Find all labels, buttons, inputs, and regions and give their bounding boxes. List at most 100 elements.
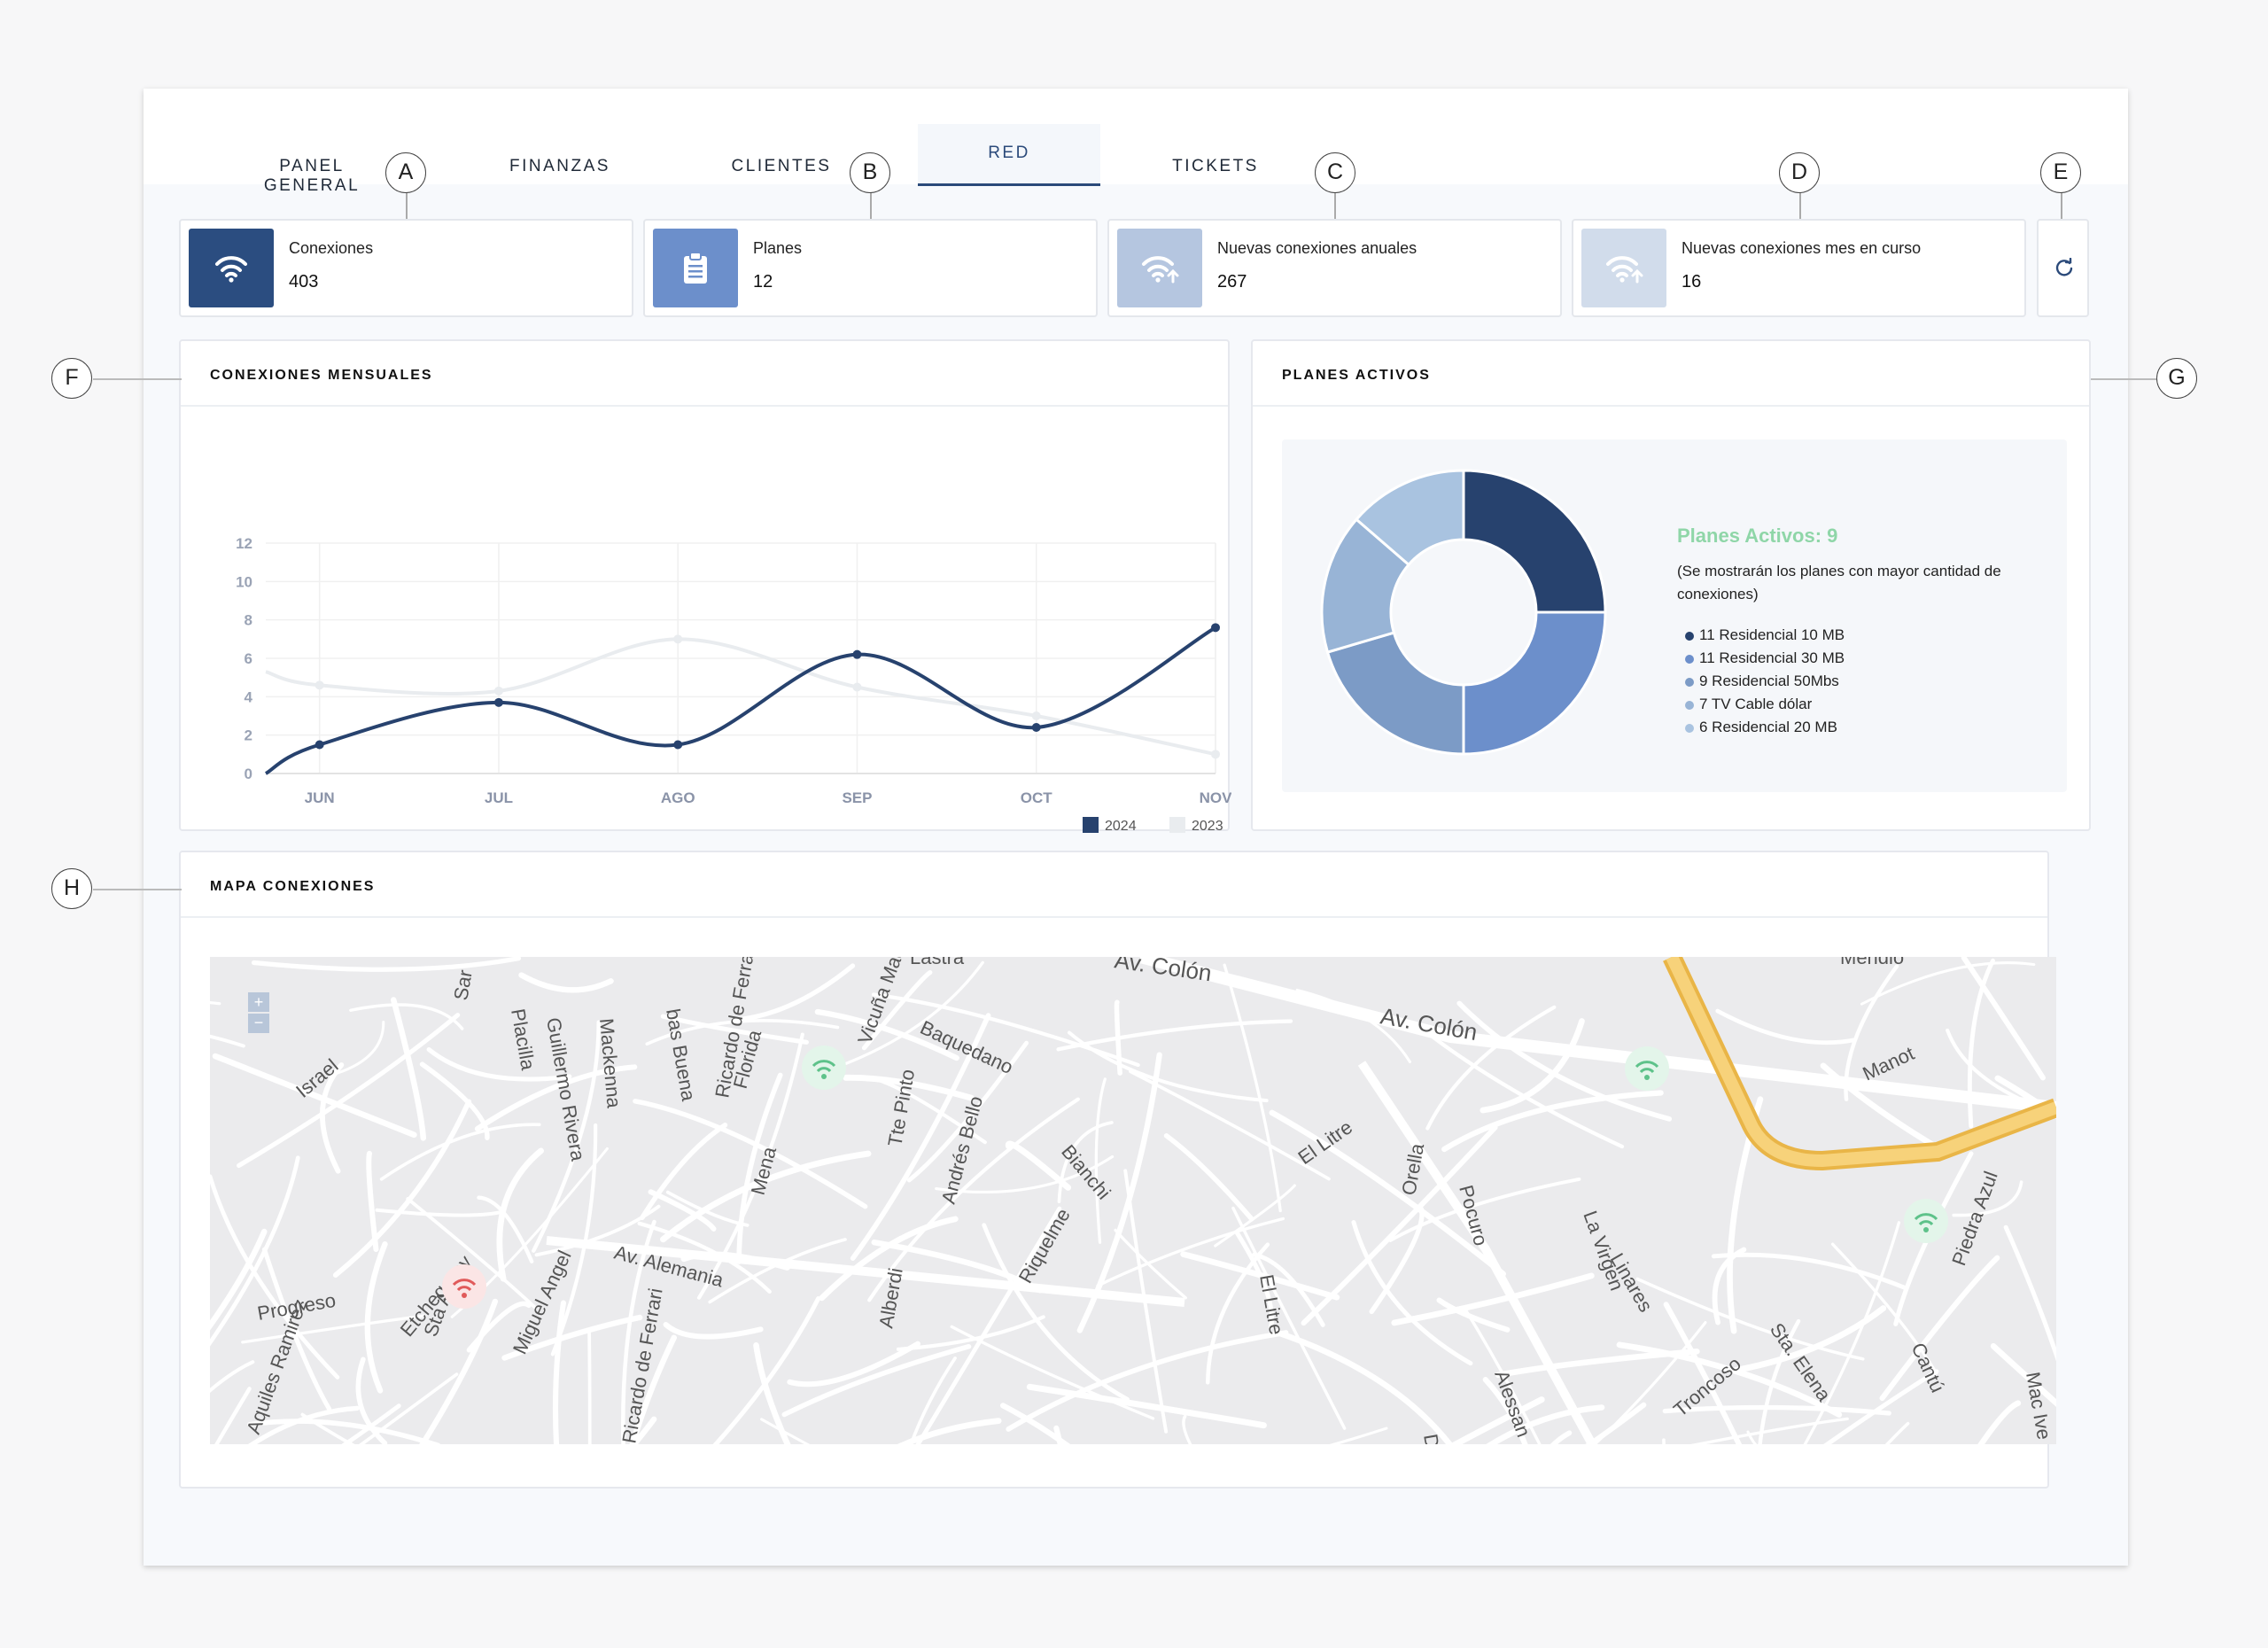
wifi-icon bbox=[452, 1279, 477, 1287]
panel-title: MAPA CONEXIONES bbox=[210, 879, 376, 894]
street bbox=[1114, 999, 1122, 1076]
stat-value: 16 bbox=[1682, 272, 1702, 292]
callout-e: E bbox=[2040, 152, 2081, 193]
x-tick-label: AGO bbox=[661, 789, 695, 806]
tab-panel-general[interactable]: PANEL GENERAL bbox=[241, 137, 383, 195]
wifi-dot bbox=[821, 1074, 827, 1079]
y-tick-label: 6 bbox=[245, 650, 252, 667]
street bbox=[1231, 1206, 1347, 1430]
tab-clientes[interactable]: CLIENTES bbox=[719, 137, 843, 187]
connection-marker-icon bbox=[442, 1264, 486, 1309]
street bbox=[630, 1416, 657, 1444]
street bbox=[1391, 1272, 1595, 1326]
street bbox=[379, 1123, 541, 1181]
street bbox=[645, 1019, 840, 1046]
street bbox=[1056, 1019, 1293, 1052]
tab-tickets[interactable]: TICKETS bbox=[1153, 137, 1278, 187]
divider bbox=[181, 916, 2047, 918]
tab-finanzas[interactable]: FINANZAS bbox=[498, 137, 622, 187]
legend-label: 6 Residencial 20 MB bbox=[1699, 719, 1837, 735]
avenue bbox=[546, 1236, 1185, 1307]
street bbox=[237, 1013, 461, 1169]
street bbox=[1094, 1077, 1107, 1244]
zoom-out-button[interactable]: − bbox=[248, 1014, 269, 1033]
data-point bbox=[1211, 750, 1220, 759]
callout-line bbox=[406, 190, 408, 219]
stat-label: Nuevas conexiones anuales bbox=[1217, 239, 1418, 257]
y-tick-label: 12 bbox=[236, 535, 252, 552]
callout-line bbox=[2061, 190, 2062, 219]
street bbox=[1388, 1177, 1581, 1242]
street bbox=[633, 1099, 868, 1209]
street bbox=[1690, 1417, 1849, 1444]
street bbox=[696, 1032, 804, 1300]
street bbox=[1823, 1369, 1939, 1444]
street bbox=[419, 1298, 499, 1444]
wifi-dot bbox=[462, 1293, 467, 1298]
y-tick-label: 2 bbox=[245, 727, 252, 744]
wifi-icon bbox=[215, 255, 247, 283]
zoom-in-button[interactable]: + bbox=[248, 992, 269, 1012]
street-label: Mendio bbox=[1840, 957, 1904, 968]
street bbox=[349, 1003, 464, 1030]
street bbox=[660, 1150, 872, 1243]
legend-label: 11 Residencial 10 MB bbox=[1699, 626, 1845, 643]
street bbox=[1425, 1005, 1557, 1131]
data-point bbox=[1211, 623, 1220, 633]
wifi-icon bbox=[1639, 1068, 1655, 1074]
wifi-icon bbox=[456, 1286, 472, 1292]
street bbox=[1301, 1124, 1498, 1326]
y-tick-label: 4 bbox=[245, 688, 253, 705]
y-tick-label: 10 bbox=[236, 573, 252, 590]
donut-slice bbox=[1462, 610, 1607, 756]
street bbox=[426, 1046, 572, 1082]
street bbox=[534, 1204, 661, 1257]
legend-item: 9 Residencial 50Mbs bbox=[1685, 670, 1845, 693]
stat-label: Planes bbox=[753, 239, 803, 257]
callout-line bbox=[93, 378, 182, 380]
callout-b: B bbox=[850, 152, 890, 193]
street bbox=[390, 997, 427, 1141]
wifi-dot bbox=[1644, 1075, 1650, 1080]
street bbox=[355, 1356, 388, 1444]
line-chart: 0 2 4 6 8 10 12 JUN JUL AGO SEP OCT NOV 2024 2023 bbox=[236, 535, 1231, 833]
street bbox=[861, 969, 933, 1051]
map-view[interactable]: Lastra Av. Colón Av. Colón Mendio Sar Placill… bbox=[210, 957, 2056, 1444]
street bbox=[1235, 1231, 1274, 1330]
street bbox=[1463, 1307, 1542, 1444]
street bbox=[210, 1174, 340, 1380]
stat-card-planes: Planes 12 bbox=[643, 219, 1098, 317]
street bbox=[1977, 1400, 2022, 1444]
tab-red[interactable]: RED bbox=[918, 124, 1100, 186]
street bbox=[1893, 1151, 1974, 1326]
wifi-upload-icon bbox=[1606, 255, 1643, 283]
avenue bbox=[1138, 957, 2056, 1114]
refresh-button[interactable] bbox=[2037, 219, 2089, 317]
legend-label: 2024 bbox=[1105, 819, 1137, 833]
street bbox=[1369, 1206, 1425, 1315]
street bbox=[1830, 1242, 1938, 1375]
street-label: Mena bbox=[747, 1144, 781, 1197]
plans-chart-area: Planes Activos: 9 (Se mostrarán los plan… bbox=[1282, 439, 2067, 792]
street bbox=[332, 1099, 472, 1278]
street bbox=[760, 1418, 811, 1444]
street bbox=[1449, 1396, 1545, 1444]
street bbox=[212, 1053, 417, 1139]
app-window: PANEL GENERAL FINANZAS CLIENTES RED TICK… bbox=[144, 89, 2128, 1566]
street bbox=[1990, 1342, 2056, 1407]
legend-dot bbox=[1685, 723, 1694, 733]
stat-value: 403 bbox=[289, 272, 319, 292]
street bbox=[915, 1206, 1062, 1444]
street bbox=[210, 1000, 221, 1006]
street bbox=[251, 957, 522, 972]
x-tick-label: OCT bbox=[1021, 789, 1053, 806]
clipboard-icon bbox=[684, 251, 707, 284]
street-label: Lastra bbox=[910, 957, 965, 968]
avenue bbox=[1357, 1061, 1596, 1444]
street bbox=[909, 1356, 957, 1444]
tab-label: FINANZAS bbox=[509, 157, 610, 175]
street bbox=[781, 1343, 972, 1418]
street-label: Mackenna bbox=[595, 1017, 625, 1109]
callout-a: A bbox=[385, 152, 426, 193]
refresh-icon bbox=[2055, 258, 2073, 276]
